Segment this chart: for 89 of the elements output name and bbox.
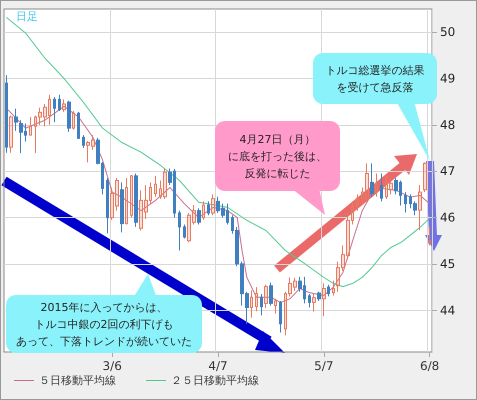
candlestick xyxy=(346,212,350,260)
y-tick-label: 47 xyxy=(440,164,456,178)
candlestick xyxy=(255,286,258,312)
candlestick xyxy=(361,186,364,204)
candlestick xyxy=(154,175,157,198)
candlestick xyxy=(293,277,297,292)
candlestick xyxy=(356,194,359,212)
candlestick xyxy=(67,100,71,132)
candlestick xyxy=(351,200,354,226)
candlestick xyxy=(38,107,42,126)
legend-label: ５日移動平均線 xyxy=(39,374,116,387)
candlestick xyxy=(375,173,378,198)
candlestick xyxy=(43,104,47,127)
annotation: 2015年に入ってからは、トルコ中銀の2回の利下げもあって、下落トレンドが続いていた xyxy=(16,300,192,350)
candlestick xyxy=(86,140,90,163)
candlestick xyxy=(332,280,335,296)
candlestick xyxy=(284,291,287,336)
y-tick-label: 45 xyxy=(440,256,456,271)
candlestick xyxy=(130,174,133,218)
candlestick xyxy=(29,116,32,136)
candlestick xyxy=(144,184,148,220)
candlestick xyxy=(159,180,162,200)
candlestick xyxy=(389,178,393,195)
candlestick xyxy=(115,178,119,212)
candlestick xyxy=(428,226,431,246)
candlestick xyxy=(288,276,292,297)
candlestick xyxy=(5,74,8,154)
candlestick xyxy=(211,194,215,216)
candlestick xyxy=(9,115,13,154)
candlestick xyxy=(250,290,253,318)
annotation: 4月27日（月）に底を打った後は、反発に転じた xyxy=(228,132,327,182)
candlestick xyxy=(125,178,128,226)
candlestick xyxy=(279,300,282,334)
candlestick xyxy=(370,162,374,198)
candlestick xyxy=(77,111,80,140)
candlestick xyxy=(163,168,167,200)
candlestick xyxy=(269,282,273,306)
y-tick-label: 46 xyxy=(440,210,456,225)
candlestick xyxy=(365,162,369,202)
candlestick xyxy=(62,98,66,112)
candlestick xyxy=(207,200,210,216)
line-series xyxy=(6,106,430,303)
candlestick xyxy=(187,212,191,243)
candlestick xyxy=(106,178,109,234)
legend-label: ２５日移動平均線 xyxy=(171,374,259,387)
y-tick-label: 50 xyxy=(440,25,456,40)
candlestick xyxy=(274,298,277,314)
x-tick-label: 6/8 xyxy=(420,359,440,373)
candlestick xyxy=(53,96,56,123)
candlestick xyxy=(14,108,18,132)
candlestick xyxy=(317,291,321,302)
candlestick xyxy=(110,186,114,220)
candlestick xyxy=(423,162,427,193)
candlestick xyxy=(134,173,138,228)
candlestick xyxy=(322,282,326,317)
candlestick xyxy=(341,244,345,272)
candlestick xyxy=(139,190,143,232)
y-tick-label: 48 xyxy=(440,118,456,132)
candlestick xyxy=(418,184,422,231)
candlestick xyxy=(308,294,311,308)
candlestick xyxy=(336,261,340,292)
candlestick xyxy=(82,134,85,149)
candlestick xyxy=(58,94,61,112)
candlestick xyxy=(327,284,330,297)
candlestick xyxy=(183,224,186,239)
candlestick xyxy=(385,175,388,200)
x-tick-label: 4/7 xyxy=(208,359,228,373)
candlestick xyxy=(48,94,51,126)
x-tick-label: 5/7 xyxy=(314,359,334,373)
candlestick xyxy=(34,115,37,154)
candlestick xyxy=(197,208,201,226)
candlestick xyxy=(120,182,124,233)
y-tick-label: 44 xyxy=(440,303,456,318)
chart-title: 日足 xyxy=(16,10,38,23)
candlestick xyxy=(260,294,263,316)
annotation: トルコ総選挙の結果を受けて急反落 xyxy=(326,62,424,96)
x-tick-label: 3/6 xyxy=(102,359,122,373)
candlestick xyxy=(404,192,407,213)
candlestick xyxy=(19,120,23,154)
candlestick xyxy=(91,134,95,150)
candlestick xyxy=(192,204,196,226)
candlestick xyxy=(178,210,181,251)
candlestick xyxy=(202,200,205,220)
y-tick-label: 49 xyxy=(440,72,456,86)
candlestick xyxy=(149,182,152,204)
candlestick xyxy=(72,110,75,130)
candlestick xyxy=(264,284,268,308)
candlestick xyxy=(380,173,383,202)
candlestick xyxy=(312,294,316,312)
